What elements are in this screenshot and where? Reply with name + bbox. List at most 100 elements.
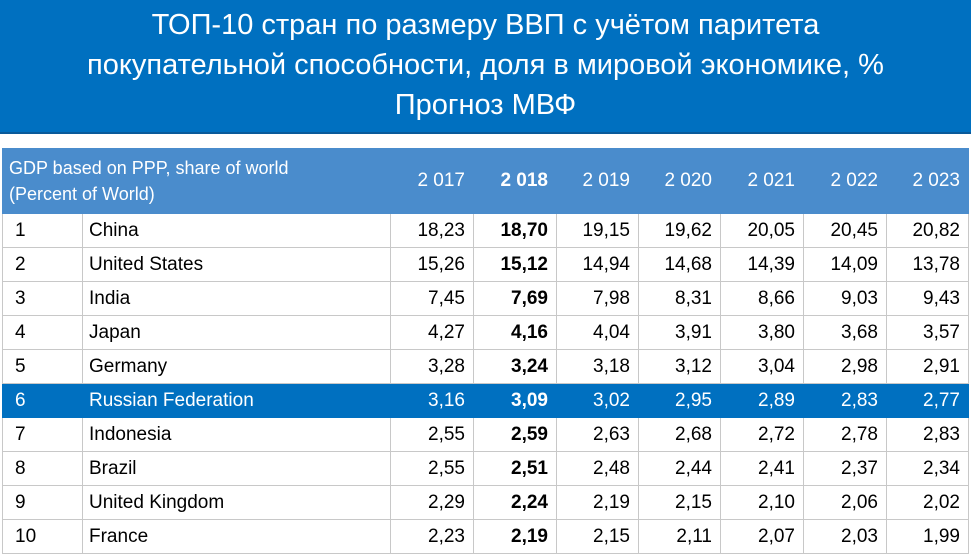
- title-banner: ТОП-10 стран по размеру ВВП с учётом пар…: [0, 0, 971, 132]
- value-cell: 20,05: [720, 213, 804, 248]
- header-label-line: (Percent of World): [9, 184, 155, 204]
- value-cell: 3,91: [638, 315, 721, 350]
- value-cell: 2,23: [390, 519, 474, 554]
- table-row: 5 Germany 3,28 3,24 3,18 3,12 3,04 2,98 2,91: [2, 349, 969, 384]
- value-cell: 2,55: [390, 417, 474, 452]
- rank-cell: 1: [2, 213, 83, 248]
- value-cell: 4,16: [473, 315, 557, 350]
- table-row: 2 United States 15,26 15,12 14,94 14,68 14,39 1…: [2, 247, 969, 282]
- value-cell: 2,03: [803, 519, 887, 554]
- value-cell: 18,70: [473, 213, 557, 248]
- value-cell: 14,39: [720, 247, 804, 282]
- value-cell: 4,27: [390, 315, 474, 350]
- table-row: 9 United Kingdom 2,29 2,24 2,19 2,15 2,10 2,06 2…: [2, 485, 969, 520]
- value-cell: 3,16: [390, 383, 474, 418]
- gdp-table: GDP based on PPP, share of world (Percent…: [2, 148, 969, 554]
- value-cell: 18,23: [390, 213, 474, 248]
- title-line: ТОП-10 стран по размеру ВВП с учётом пар…: [151, 9, 820, 41]
- value-cell: 3,80: [720, 315, 804, 350]
- table-row: 8 Brazil 2,55 2,51 2,48 2,44 2,41 2,37 2,34: [2, 451, 969, 486]
- value-cell: 2,44: [638, 451, 721, 486]
- rank-cell: 9: [2, 485, 83, 520]
- year-header: 2 018: [473, 148, 557, 214]
- value-cell: 2,83: [886, 417, 969, 452]
- value-cell: 3,18: [556, 349, 639, 384]
- value-cell: 15,26: [390, 247, 474, 282]
- table-row: 1 China 18,23 18,70 19,15 19,62 20,05 20,45 20,8…: [2, 213, 969, 248]
- header-label-line: GDP based on PPP, share of world: [9, 158, 289, 178]
- country-cell: France: [82, 519, 391, 554]
- value-cell: 2,19: [473, 519, 557, 554]
- year-header: 2 021: [720, 148, 804, 214]
- value-cell: 2,68: [638, 417, 721, 452]
- title-line: Прогноз МВФ: [394, 89, 577, 121]
- value-cell: 2,15: [556, 519, 639, 554]
- value-cell: 1,99: [886, 519, 969, 554]
- value-cell: 7,45: [390, 281, 474, 316]
- value-cell: 7,98: [556, 281, 639, 316]
- value-cell: 2,78: [803, 417, 887, 452]
- value-cell: 2,34: [886, 451, 969, 486]
- value-cell: 2,89: [720, 383, 804, 418]
- value-cell: 4,04: [556, 315, 639, 350]
- year-header: 2 017: [390, 148, 474, 214]
- value-cell: 19,62: [638, 213, 721, 248]
- value-cell: 15,12: [473, 247, 557, 282]
- value-cell: 2,63: [556, 417, 639, 452]
- value-cell: 2,72: [720, 417, 804, 452]
- rank-cell: 7: [2, 417, 83, 452]
- value-cell: 9,03: [803, 281, 887, 316]
- country-cell: Germany: [82, 349, 391, 384]
- value-cell: 3,57: [886, 315, 969, 350]
- table-row: 10 France 2,23 2,19 2,15 2,11 2,07 2,03 1,99: [2, 519, 969, 554]
- value-cell: 2,24: [473, 485, 557, 520]
- value-cell: 2,77: [886, 383, 969, 418]
- value-cell: 2,29: [390, 485, 474, 520]
- value-cell: 2,55: [390, 451, 474, 486]
- country-cell: United Kingdom: [82, 485, 391, 520]
- value-cell: 20,82: [886, 213, 969, 248]
- rank-cell: 10: [2, 519, 83, 554]
- separator: [0, 132, 971, 148]
- value-cell: 14,68: [638, 247, 721, 282]
- header-label: GDP based on PPP, share of world (Percent…: [2, 148, 391, 214]
- table-row: 3 India 7,45 7,69 7,98 8,31 8,66 9,03 9,43: [2, 281, 969, 316]
- country-cell: Japan: [82, 315, 391, 350]
- country-cell: China: [82, 213, 391, 248]
- value-cell: 2,11: [638, 519, 721, 554]
- value-cell: 2,37: [803, 451, 887, 486]
- value-cell: 14,94: [556, 247, 639, 282]
- value-cell: 2,41: [720, 451, 804, 486]
- value-cell: 2,48: [556, 451, 639, 486]
- value-cell: 2,10: [720, 485, 804, 520]
- value-cell: 2,19: [556, 485, 639, 520]
- value-cell: 9,43: [886, 281, 969, 316]
- value-cell: 2,83: [803, 383, 887, 418]
- country-cell: United States: [82, 247, 391, 282]
- value-cell: 2,07: [720, 519, 804, 554]
- value-cell: 3,24: [473, 349, 557, 384]
- value-cell: 2,59: [473, 417, 557, 452]
- value-cell: 2,91: [886, 349, 969, 384]
- value-cell: 14,09: [803, 247, 887, 282]
- table-row: 4 Japan 4,27 4,16 4,04 3,91 3,80 3,68 3,57: [2, 315, 969, 350]
- value-cell: 7,69: [473, 281, 557, 316]
- value-cell: 8,31: [638, 281, 721, 316]
- rank-cell: 3: [2, 281, 83, 316]
- value-cell: 3,04: [720, 349, 804, 384]
- value-cell: 3,09: [473, 383, 557, 418]
- country-cell: Brazil: [82, 451, 391, 486]
- country-cell: Indonesia: [82, 417, 391, 452]
- year-header: 2 023: [886, 148, 969, 214]
- value-cell: 3,28: [390, 349, 474, 384]
- value-cell: 2,98: [803, 349, 887, 384]
- value-cell: 3,68: [803, 315, 887, 350]
- rank-cell: 6: [2, 383, 83, 418]
- value-cell: 2,95: [638, 383, 721, 418]
- value-cell: 2,06: [803, 485, 887, 520]
- rank-cell: 5: [2, 349, 83, 384]
- value-cell: 2,02: [886, 485, 969, 520]
- table-row: 7 Indonesia 2,55 2,59 2,63 2,68 2,72 2,78 2,83: [2, 417, 969, 452]
- value-cell: 3,02: [556, 383, 639, 418]
